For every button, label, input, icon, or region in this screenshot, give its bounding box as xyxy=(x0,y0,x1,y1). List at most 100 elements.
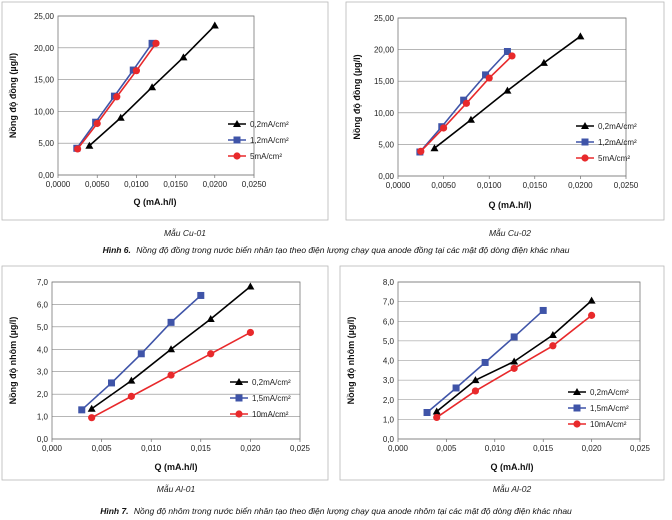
y-tick-label: 20,00 xyxy=(34,44,55,53)
chart-4: 0,0 1,0 2,0 3,0 4,0 5,0 6,0 7,0 8,0 0,000 0,005 0,0… xyxy=(339,265,665,481)
figure7-caption: Hình 7. Nồng độ nhôm trong nước biển nhâ… xyxy=(100,506,572,516)
y-tick-label: 6,0 xyxy=(37,300,49,309)
legend-label: 0,2mA/cm² xyxy=(250,120,289,129)
legend-label: 1,5mA/cm² xyxy=(590,404,629,413)
legend-marker xyxy=(573,404,581,412)
figure6-caption-label: Hình 6. xyxy=(103,245,131,255)
sample-label: Mẫu Cu-02 xyxy=(489,228,531,238)
legend-label: 1,5mA/cm² xyxy=(252,394,291,403)
data-point xyxy=(88,414,96,422)
x-tick-label: 0,0000 xyxy=(46,180,71,189)
x-tick-label: 0,015 xyxy=(191,444,212,453)
y-tick-label: 6,0 xyxy=(383,317,395,326)
legend-marker xyxy=(233,120,241,127)
legend-marker xyxy=(235,410,243,418)
y-tick-label: 15,00 xyxy=(34,76,55,85)
y-tick-label: 3,0 xyxy=(383,376,395,385)
data-point xyxy=(482,71,490,79)
x-tick-label: 0,0250 xyxy=(242,180,267,189)
x-axis-label: Q (mA.h/l) xyxy=(155,462,198,472)
data-point xyxy=(471,387,480,395)
y-tick-label: 0,0 xyxy=(37,435,49,444)
y-tick-label: 5,0 xyxy=(383,337,395,346)
data-point xyxy=(74,145,82,153)
data-point xyxy=(127,392,135,400)
x-tick-label: 0,015 xyxy=(533,444,554,453)
figure6-caption-text: Nồng độ đồng trong nước biển nhân tạo th… xyxy=(136,245,569,255)
x-axis-label: Q (mA.h/l) xyxy=(134,197,177,207)
data-point xyxy=(179,53,188,61)
data-point xyxy=(485,74,493,82)
legend-marker xyxy=(573,388,581,395)
x-tick-label: 0,025 xyxy=(290,444,311,453)
data-point xyxy=(430,144,439,152)
legend-label: 1,2mA/cm² xyxy=(250,136,289,145)
chart-frame xyxy=(1,1,329,221)
chart-frame xyxy=(1,265,329,481)
legend-marker xyxy=(235,394,243,402)
y-tick-label: 0,0 xyxy=(383,435,395,444)
data-point xyxy=(113,93,121,101)
data-point xyxy=(471,376,480,384)
y-tick-label: 25,00 xyxy=(374,14,395,23)
y-tick-label: 5,0 xyxy=(37,323,49,332)
data-point xyxy=(197,291,205,299)
data-point xyxy=(206,315,215,323)
x-tick-label: 0,020 xyxy=(582,444,603,453)
y-tick-label: 20,00 xyxy=(374,46,395,55)
x-tick-label: 0,000 xyxy=(42,444,63,453)
legend-marker xyxy=(581,138,589,146)
data-point xyxy=(466,115,475,123)
data-point xyxy=(440,124,448,132)
chart-2: 0,00 5,00 10,00 15,00 20,00 25,00 0,0000 0,0050… xyxy=(345,1,665,221)
x-tick-label: 0,005 xyxy=(92,444,113,453)
plot-area xyxy=(397,281,641,440)
data-point xyxy=(246,328,254,337)
data-point xyxy=(481,358,489,366)
y-tick-label: 2,0 xyxy=(383,396,395,405)
data-point xyxy=(452,384,460,392)
legend-label: 1,2mA/cm² xyxy=(598,138,637,147)
data-point xyxy=(246,282,255,290)
sample-label: Mẫu Al-02 xyxy=(493,484,532,494)
data-point xyxy=(417,147,425,155)
legend-label: 0,2mA/cm² xyxy=(590,388,629,397)
data-point xyxy=(503,86,512,94)
chart-frame xyxy=(345,1,665,221)
plot-area xyxy=(57,15,255,176)
data-point xyxy=(167,345,176,353)
data-point xyxy=(503,47,511,55)
legend-marker xyxy=(233,152,241,160)
figure6-caption: Hình 6. Nồng độ đồng trong nước biển nhâ… xyxy=(103,245,570,255)
y-tick-label: 7,0 xyxy=(37,278,49,287)
x-tick-label: 0,0200 xyxy=(568,181,593,190)
data-point xyxy=(148,83,157,91)
legend-marker xyxy=(233,136,241,144)
data-point xyxy=(587,296,596,304)
y-tick-label: 5,00 xyxy=(378,140,394,149)
data-point xyxy=(137,350,145,358)
legend-marker xyxy=(581,122,589,129)
data-point xyxy=(508,52,516,60)
data-point xyxy=(148,39,156,47)
data-point xyxy=(433,413,441,422)
y-tick-label: 15,00 xyxy=(374,77,395,86)
data-point xyxy=(462,99,470,107)
y-tick-label: 10,00 xyxy=(34,107,55,116)
legend-label: 0,2mA/cm² xyxy=(252,378,291,387)
data-point xyxy=(549,342,557,350)
legend-label: 0,2mA/cm² xyxy=(598,122,637,131)
data-point xyxy=(116,113,125,121)
data-point xyxy=(510,333,518,341)
data-point xyxy=(432,407,441,415)
data-point xyxy=(167,318,175,326)
x-tick-label: 0,0100 xyxy=(124,180,149,189)
x-tick-label: 0,0000 xyxy=(386,181,411,190)
x-tick-label: 0,0150 xyxy=(163,180,188,189)
data-point xyxy=(510,357,519,365)
data-point xyxy=(87,404,96,412)
y-tick-label: 4,0 xyxy=(37,345,49,354)
y-axis-label: Nồng độ nhôm (µg/l) xyxy=(346,317,356,405)
y-tick-label: 1,0 xyxy=(383,415,395,424)
